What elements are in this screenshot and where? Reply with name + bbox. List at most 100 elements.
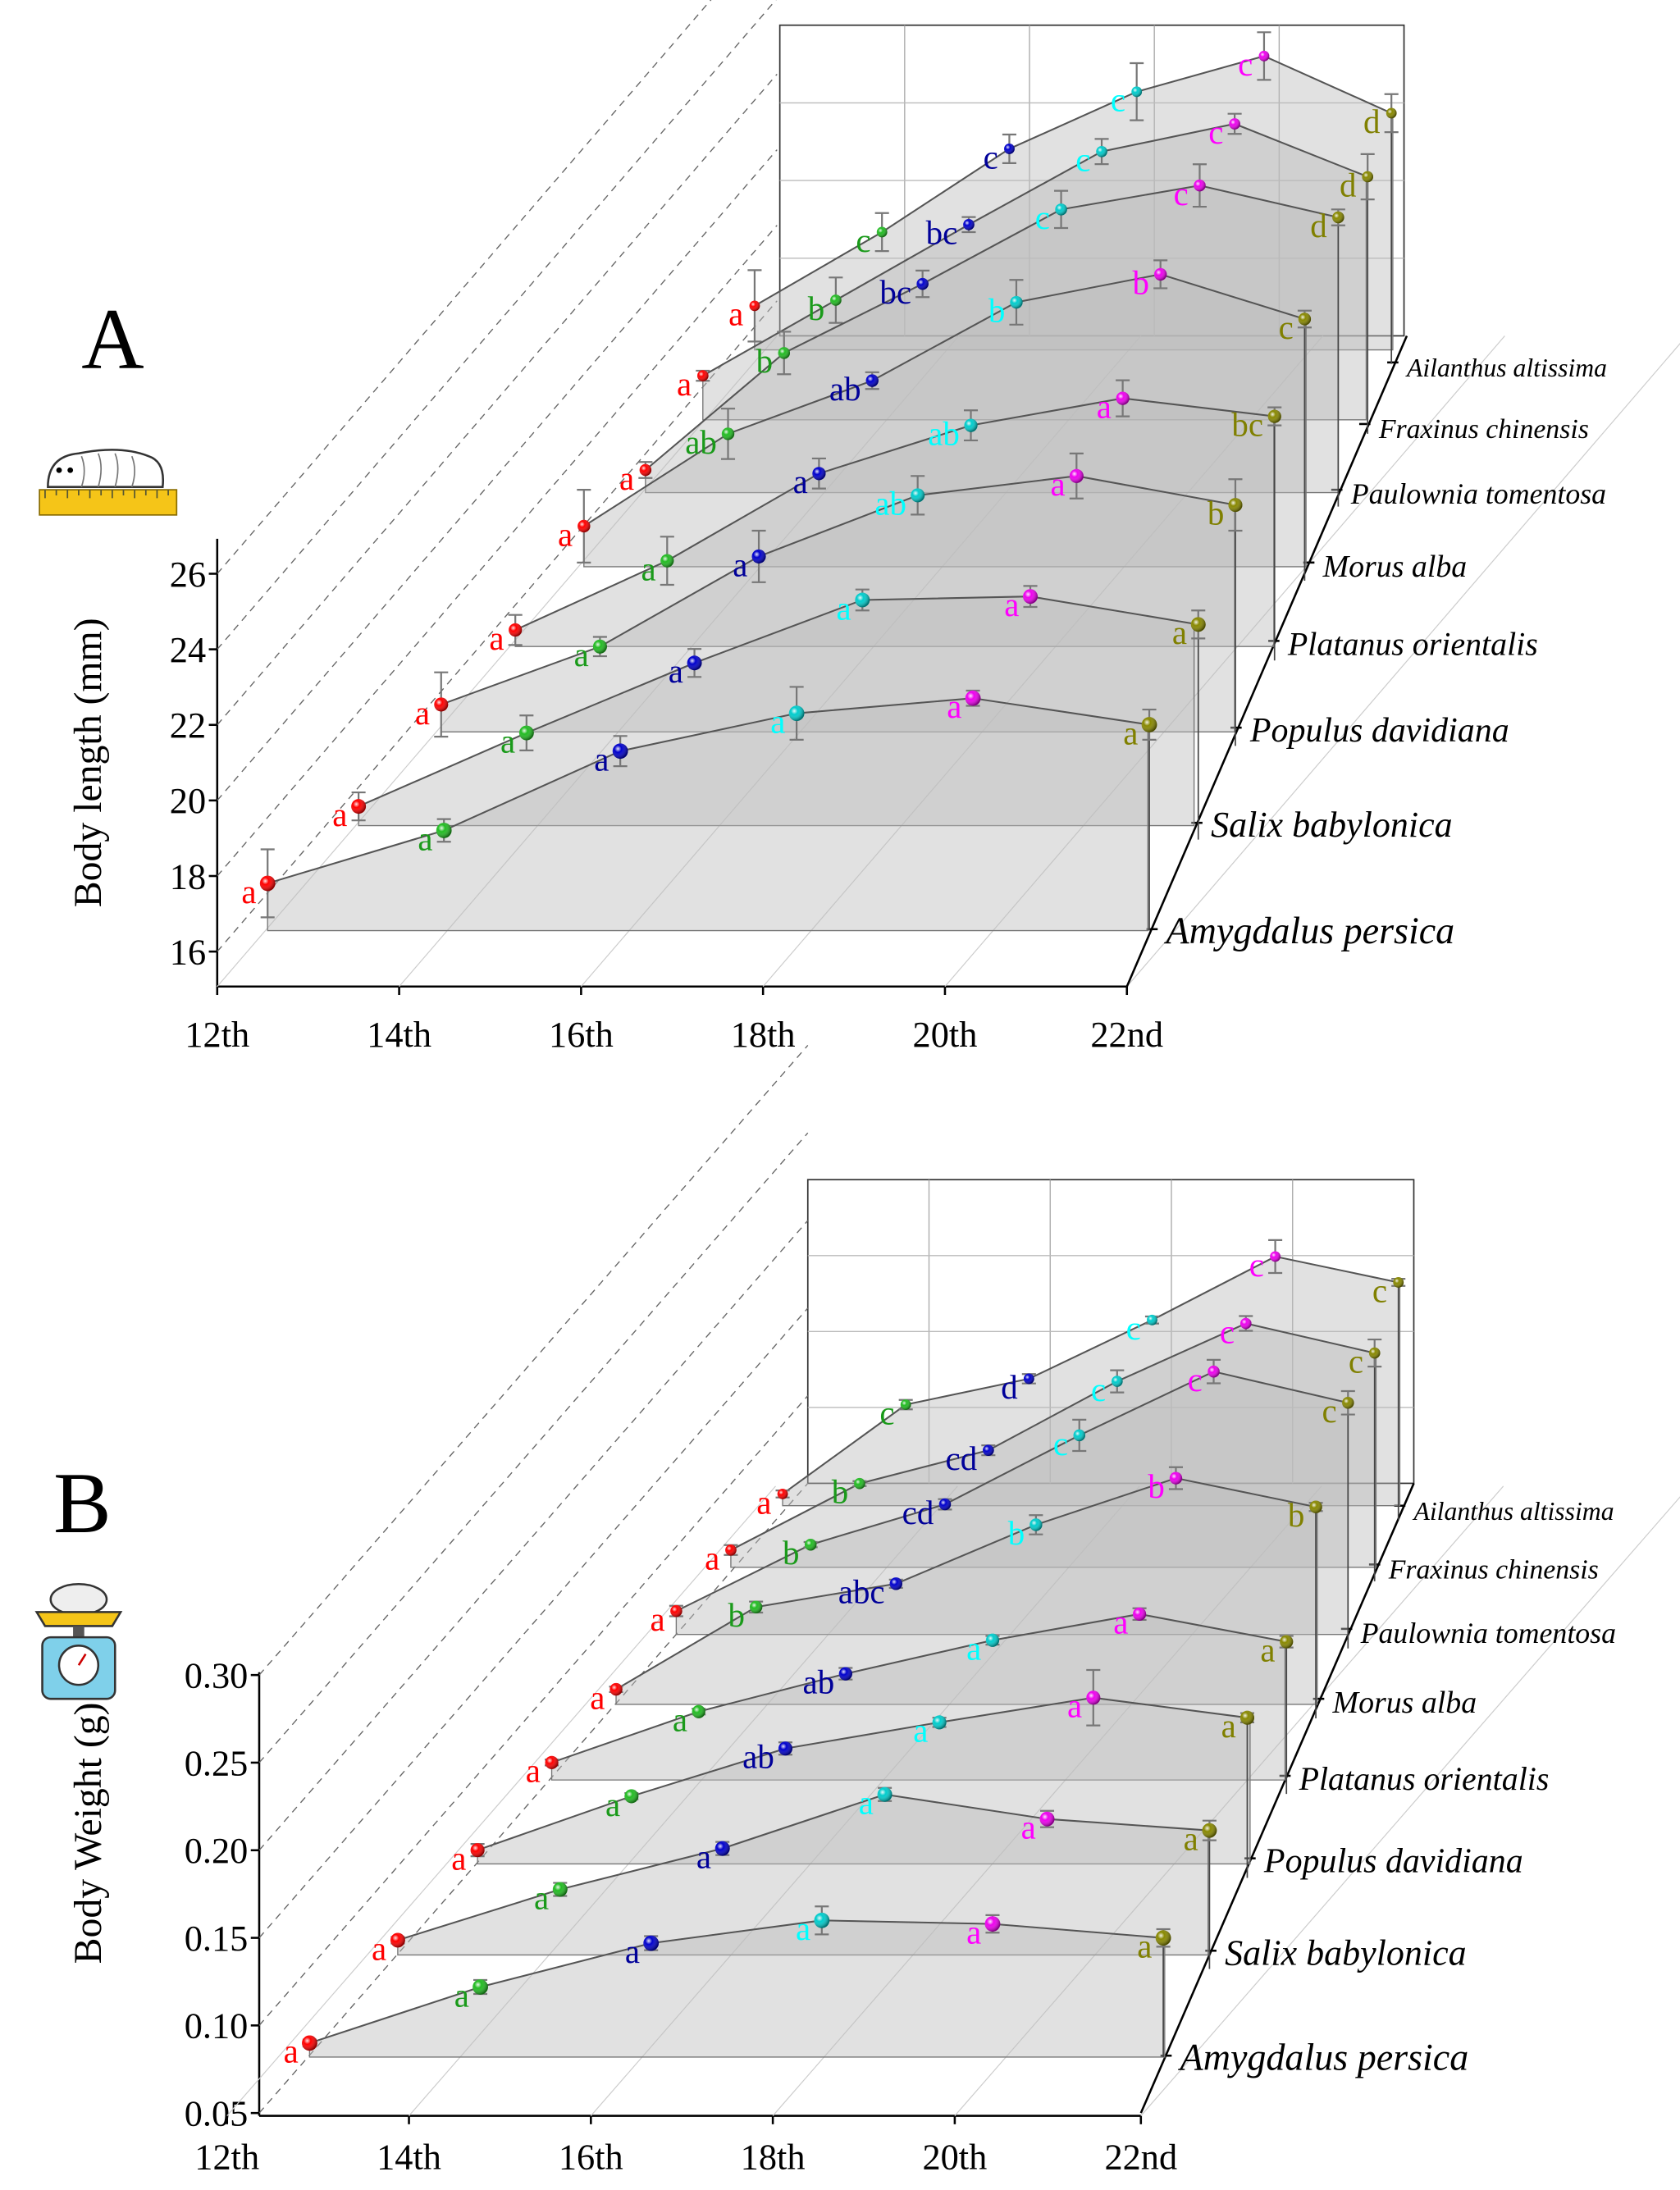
series-line <box>645 185 1339 471</box>
significance-letter: d <box>1001 1369 1017 1406</box>
data-point-shading <box>1073 1429 1085 1442</box>
significance-letter: a <box>770 704 785 741</box>
significance-letter: c <box>1372 1272 1387 1309</box>
significance-letter: b <box>808 290 824 327</box>
significance-letter: a <box>793 463 808 500</box>
depth-dashed-gridline <box>217 149 778 801</box>
data-point-shading <box>938 1498 952 1511</box>
series-line <box>730 1322 1375 1551</box>
significance-letter: a <box>696 1839 711 1876</box>
y-tick-label: 0.20 <box>185 1830 249 1871</box>
significance-letter: b <box>988 292 1005 329</box>
data-point-shading <box>1131 86 1143 98</box>
data-point-shading <box>932 1715 947 1730</box>
data-point-shading <box>804 1538 817 1551</box>
significance-letter: c <box>1249 1247 1264 1284</box>
data-point-shading <box>1096 145 1107 157</box>
significance-letter: a <box>574 636 589 673</box>
significance-letter: c <box>1349 1343 1363 1380</box>
data-point-shading <box>963 219 975 230</box>
y-tick-label: 22 <box>170 705 206 746</box>
data-point-shading <box>1169 1471 1183 1485</box>
x-tick-label: 20th <box>913 1014 978 1055</box>
significance-letter: a <box>534 1879 549 1916</box>
data-point-shading <box>1386 107 1397 119</box>
significance-letter: a <box>590 1679 605 1716</box>
significance-letter: a <box>500 723 515 760</box>
species-label: Morus alba <box>1332 1686 1477 1720</box>
significance-letter: b <box>1288 1497 1304 1534</box>
significance-letter: a <box>605 1786 620 1823</box>
species-label: Ailanthus altissima <box>1412 1497 1614 1526</box>
significance-letter: d <box>1310 208 1326 244</box>
species-label: Populus davidiana <box>1249 712 1509 750</box>
y-tick-label: 18 <box>170 855 206 897</box>
x-tick-label: 16th <box>549 1014 614 1055</box>
depth-dashed-gridline <box>217 300 778 952</box>
data-point-shading <box>778 347 791 359</box>
data-point-shading <box>814 1912 830 1928</box>
significance-letter: a <box>1137 1928 1152 1965</box>
y-tick-label: 0.05 <box>185 2093 249 2134</box>
significance-letter: a <box>1221 1708 1236 1745</box>
depth-axis-line <box>1139 1482 1415 2114</box>
series-salix-babylonica: a a a a a a <box>332 585 1206 840</box>
data-point-shading <box>692 1704 705 1718</box>
depth-dashed-gridline <box>217 0 712 574</box>
data-point-shading <box>1147 1314 1157 1325</box>
data-point-shading <box>1132 1607 1147 1621</box>
depth-axis-line <box>1125 335 1408 988</box>
significance-letter: c <box>1322 1393 1336 1430</box>
significance-letter: b <box>832 1474 848 1511</box>
data-point-shading <box>865 374 879 387</box>
floor-gridline <box>217 335 778 988</box>
significance-letter: abc <box>838 1574 885 1611</box>
data-point-shading <box>1309 1500 1322 1513</box>
data-point-shading <box>1342 1397 1354 1409</box>
series-line <box>477 1696 1248 1851</box>
series-platanus-orientalis: a a ab a a a <box>526 1604 1294 1795</box>
floor-gridline <box>226 1485 776 2116</box>
data-point-shading <box>1393 1277 1404 1288</box>
data-point-shading <box>1239 1710 1254 1725</box>
floor-gridline <box>1126 343 1680 988</box>
data-point-shading <box>830 294 842 306</box>
significance-letter: a <box>705 1540 719 1577</box>
significance-letter: a <box>836 590 851 627</box>
floor-gridline <box>762 335 1324 988</box>
data-point-shading <box>1362 171 1374 183</box>
significance-letter: a <box>332 796 347 833</box>
data-point-shading <box>660 554 674 568</box>
data-point-shading <box>639 463 652 477</box>
significance-letter: a <box>1097 388 1112 425</box>
significance-letter: cd <box>946 1440 978 1477</box>
significance-letter: a <box>1260 1631 1275 1668</box>
data-point-shading <box>1280 1635 1294 1649</box>
depth-dashed-gridline <box>217 0 777 650</box>
x-tick-label: 18th <box>741 2136 806 2177</box>
significance-letter: d <box>1363 103 1380 140</box>
significance-letter: c <box>1220 1313 1235 1350</box>
x-tick-label: 14th <box>377 2136 441 2177</box>
data-point-shading <box>749 1600 763 1613</box>
significance-letter: c <box>1279 309 1294 346</box>
significance-letter: c <box>1238 46 1253 83</box>
significance-letter: a <box>1172 614 1187 651</box>
depth-dashed-gridline <box>258 1482 809 2114</box>
significance-letter: b <box>1208 495 1224 532</box>
significance-letter: a <box>1004 586 1019 623</box>
data-point-shading <box>714 1841 730 1856</box>
significance-letter: a <box>651 1601 665 1638</box>
significance-letter: a <box>733 546 747 583</box>
data-point-shading <box>964 418 978 432</box>
data-point-shading <box>751 549 766 563</box>
species-label: Populus davidiana <box>1263 1843 1523 1881</box>
data-point-shading <box>302 2035 317 2051</box>
data-point-shading <box>876 226 888 238</box>
depth-dashed-gridline <box>258 1395 809 2026</box>
data-point-shading <box>1155 1930 1171 1946</box>
floor-gridline <box>409 1485 958 2116</box>
data-point-shading <box>1194 179 1206 192</box>
y-tick-label: 26 <box>170 554 206 595</box>
